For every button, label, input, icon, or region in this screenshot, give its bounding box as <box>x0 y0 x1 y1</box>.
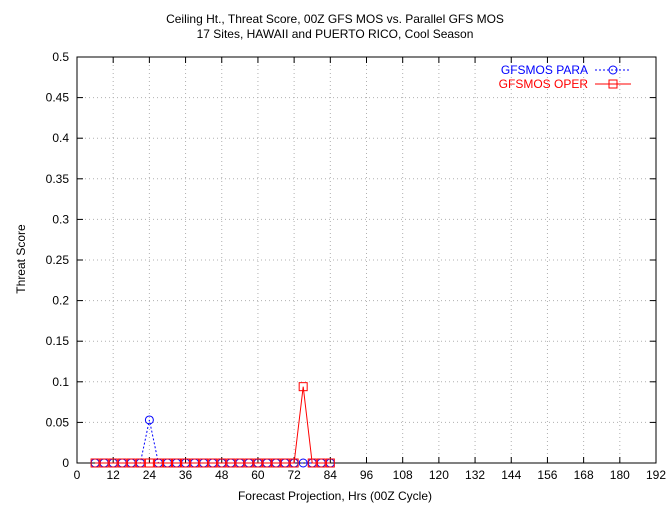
x-tick-label: 144 <box>501 468 521 482</box>
data-point <box>307 458 317 468</box>
data-point <box>298 382 308 392</box>
x-tick-label: 12 <box>107 468 121 482</box>
x-tick-label: 168 <box>574 468 594 482</box>
data-point <box>217 458 227 468</box>
y-tick-label: 0.45 <box>46 91 70 105</box>
x-tick-label: 180 <box>610 468 630 482</box>
x-tick-label: 0 <box>74 468 81 482</box>
y-tick-label: 0.5 <box>52 50 69 64</box>
x-tick-label: 60 <box>251 468 265 482</box>
data-point <box>316 458 326 468</box>
data-point <box>144 458 154 468</box>
legend-item: GFSMOS PARA <box>501 63 631 77</box>
data-point <box>144 415 154 425</box>
y-tick-label: 0.3 <box>52 212 69 226</box>
data-point <box>298 458 308 468</box>
series-gfsmos-oper <box>90 382 335 468</box>
chart-subtitle: 17 Sites, HAWAII and PUERTO RICO, Cool S… <box>196 27 474 41</box>
y-tick-label: 0.2 <box>52 294 69 308</box>
y-tick-label: 0.4 <box>52 131 69 145</box>
legend-item: GFSMOS OPER <box>499 77 631 91</box>
data-point <box>280 458 290 468</box>
x-tick-label: 156 <box>537 468 557 482</box>
y-tick-label: 0.05 <box>46 415 70 429</box>
y-tick-label: 0.15 <box>46 334 70 348</box>
legend-label: GFSMOS OPER <box>499 77 589 91</box>
x-tick-label: 120 <box>429 468 449 482</box>
y-tick-label: 0.25 <box>46 253 70 267</box>
y-tick-label: 0 <box>62 456 69 470</box>
data-point <box>172 458 182 468</box>
x-tick-label: 72 <box>287 468 301 482</box>
y-tick-label: 0.35 <box>46 172 70 186</box>
legend-label: GFSMOS PARA <box>501 63 588 77</box>
x-tick-label: 192 <box>646 468 666 482</box>
legend-marker <box>608 79 618 89</box>
data-point <box>126 458 136 468</box>
legend-marker <box>608 65 618 75</box>
data-point <box>271 458 281 468</box>
x-tick-label: 36 <box>179 468 193 482</box>
x-tick-label: 84 <box>324 468 338 482</box>
data-point <box>235 458 245 468</box>
x-tick-label: 48 <box>215 468 229 482</box>
x-tick-label: 108 <box>393 468 413 482</box>
data-point <box>135 458 145 468</box>
data-point <box>117 458 127 468</box>
data-point <box>153 458 163 468</box>
x-tick-label: 132 <box>465 468 485 482</box>
data-point <box>181 458 191 468</box>
data-point <box>325 458 335 468</box>
y-tick-label: 0.1 <box>52 375 69 389</box>
data-point <box>190 458 200 468</box>
x-tick-label: 24 <box>143 468 157 482</box>
chart-title: Ceiling Ht., Threat Score, 00Z GFS MOS v… <box>166 12 504 26</box>
data-point <box>99 458 109 468</box>
series-group <box>90 382 335 468</box>
data-point <box>208 458 218 468</box>
data-point <box>289 458 299 468</box>
data-point <box>262 458 272 468</box>
grid <box>77 57 656 463</box>
data-point <box>253 458 263 468</box>
data-point <box>226 458 236 468</box>
data-point <box>90 458 100 468</box>
series-line <box>95 386 331 464</box>
y-axis-label: Threat Score <box>14 224 28 294</box>
data-point <box>162 458 172 468</box>
data-point <box>244 458 254 468</box>
data-point <box>199 458 209 468</box>
x-axis-label: Forecast Projection, Hrs (00Z Cycle) <box>237 489 433 503</box>
x-tick-label: 96 <box>360 468 374 482</box>
data-point <box>108 458 118 468</box>
axis-ticks: 0 0.05 0.1 0.15 0.2 0.25 0.3 0.35 0.4 0.45 0.5 0 12 2… <box>46 50 667 482</box>
